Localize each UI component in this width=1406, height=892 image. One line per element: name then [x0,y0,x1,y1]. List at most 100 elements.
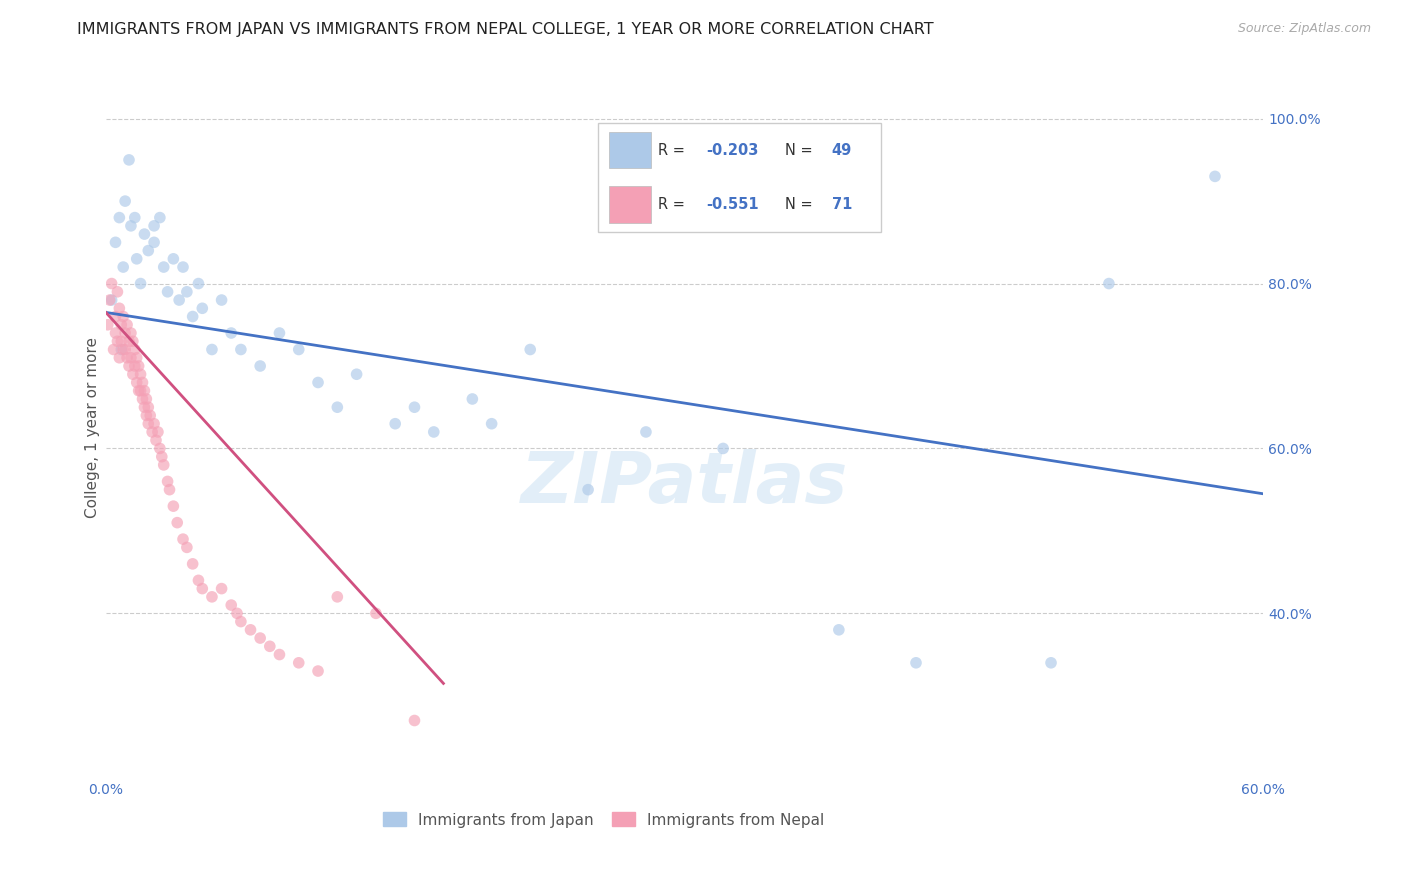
Point [145,433,167,447]
Text: 49: 49 [831,143,852,158]
Point [115,351,138,365]
Point [118,334,141,349]
Point [229,343,252,357]
Y-axis label: College, 1 year or more: College, 1 year or more [86,337,100,518]
Point [364,607,387,621]
Point [129,384,152,398]
Point [423,425,446,439]
Point [249,631,271,645]
Point [112,343,135,357]
FancyBboxPatch shape [609,186,651,223]
Point [346,368,368,382]
Point [131,376,153,390]
Point [249,359,271,373]
Point [634,425,657,439]
Point [481,417,503,431]
Point [211,582,233,596]
Text: N =: N = [785,197,817,212]
Legend: Immigrants from Japan, Immigrants from Nepal: Immigrants from Japan, Immigrants from N… [377,806,831,834]
Point [120,219,142,233]
Point [124,211,146,225]
Point [135,392,157,406]
Point [139,409,162,423]
Point [176,285,198,299]
Point [149,442,172,456]
Point [110,318,132,332]
Text: ZIPatlas: ZIPatlas [520,450,848,518]
FancyBboxPatch shape [609,132,651,169]
Point [104,310,127,324]
Point [219,326,242,340]
Point [125,376,148,390]
Point [149,211,172,225]
Point [404,714,426,728]
Text: Source: ZipAtlas.com: Source: ZipAtlas.com [1237,22,1371,36]
Point [152,458,174,472]
Point [187,277,209,291]
Point [107,285,129,299]
Point [124,343,146,357]
Text: -0.551: -0.551 [707,197,759,212]
Point [211,293,233,307]
Text: -0.203: -0.203 [707,143,759,158]
Point [191,582,214,596]
Text: R =: R = [658,197,689,212]
Text: IMMIGRANTS FROM JAPAN VS IMMIGRANTS FROM NEPAL COLLEGE, 1 YEAR OR MORE CORRELATI: IMMIGRANTS FROM JAPAN VS IMMIGRANTS FROM… [77,22,934,37]
Point [576,483,599,497]
Point [711,442,734,456]
Point [239,623,262,637]
Point [141,425,163,439]
Point [136,401,159,415]
Point [100,277,122,291]
Point [143,219,166,233]
Point [134,401,156,415]
Point [1040,656,1063,670]
Point [114,194,136,208]
Point [104,326,127,340]
Point [904,656,927,670]
Point [181,557,204,571]
Point [108,351,131,365]
Point [201,343,224,357]
Point [129,368,152,382]
Point [326,590,349,604]
Point [269,648,291,662]
Point [828,623,851,637]
Point [98,293,121,307]
Point [112,310,135,324]
Point [129,277,152,291]
Point [176,541,198,555]
Point [156,475,179,489]
Point [112,260,135,274]
Point [108,301,131,316]
Point [114,343,136,357]
Point [1204,169,1226,184]
Point [287,656,309,670]
Point [120,351,142,365]
Point [128,384,150,398]
Point [461,392,484,406]
Point [162,252,184,266]
Point [172,260,194,274]
Point [136,244,159,258]
Point [229,615,252,629]
Point [181,310,204,324]
Point [259,640,281,654]
Point [103,343,125,357]
Point [404,401,426,415]
Point [146,425,169,439]
Point [143,417,166,431]
Point [307,376,329,390]
Point [269,326,291,340]
Point [115,318,138,332]
Point [162,499,184,513]
Point [159,483,181,497]
Point [110,334,132,349]
Point [134,384,156,398]
Point [97,318,120,332]
Point [128,359,150,373]
Point [172,532,194,546]
Point [1098,277,1121,291]
Point [201,590,224,604]
Point [150,450,173,464]
